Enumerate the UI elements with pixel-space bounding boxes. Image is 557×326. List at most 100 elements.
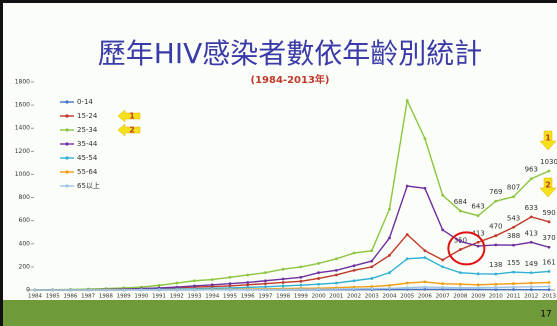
value-label: 413 — [525, 229, 538, 237]
point — [281, 277, 285, 281]
point — [529, 288, 533, 292]
point — [210, 278, 214, 281]
point — [458, 240, 462, 243]
x-tick-label: 2005 — [400, 294, 414, 300]
point — [547, 285, 551, 288]
chart-subtitle: (1984-2013年) — [251, 73, 330, 86]
point — [175, 288, 179, 292]
point — [228, 275, 232, 279]
point — [246, 281, 250, 284]
point — [476, 286, 480, 290]
point — [299, 265, 303, 269]
point — [264, 282, 267, 286]
legend-label: 0-14 — [77, 98, 93, 106]
x-tick-label: 2001 — [329, 294, 343, 300]
point — [494, 234, 498, 238]
legend-marker — [65, 100, 69, 104]
x-tick-label: 1989 — [117, 294, 131, 300]
point — [529, 285, 533, 289]
point — [423, 186, 427, 190]
x-tick-label: 1984 — [28, 294, 42, 300]
point — [317, 277, 320, 280]
x-tick-label: 1990 — [134, 294, 148, 300]
point — [228, 288, 232, 292]
point — [317, 271, 320, 275]
point — [529, 281, 533, 285]
point — [441, 265, 445, 269]
point — [388, 271, 391, 275]
legend-label: 65以上 — [77, 181, 100, 190]
point — [139, 288, 143, 292]
point — [281, 267, 285, 271]
point — [441, 282, 445, 286]
point — [317, 262, 320, 265]
x-tick-label: 1985 — [46, 294, 60, 300]
x-tick-label: 1986 — [63, 294, 77, 300]
point — [193, 288, 196, 292]
point — [405, 184, 409, 188]
point — [334, 273, 338, 277]
value-label: 633 — [525, 204, 538, 212]
x-tick-label: 2003 — [365, 294, 379, 300]
point — [476, 214, 480, 218]
point — [210, 283, 214, 287]
point — [33, 288, 37, 292]
legend-label: 35-44 — [77, 140, 98, 148]
value-label: 590 — [542, 209, 555, 217]
point — [512, 243, 515, 247]
point — [441, 286, 445, 289]
point — [370, 285, 374, 288]
point — [352, 268, 356, 272]
annotation-label: 1 — [129, 112, 135, 121]
x-tick-label: 1992 — [170, 294, 184, 300]
point — [512, 285, 515, 289]
point — [423, 280, 427, 284]
point — [458, 248, 462, 251]
y-tick-label: 1800 — [15, 79, 30, 86]
y-tick-label: 200 — [19, 263, 31, 270]
x-tick-label: 2010 — [489, 294, 503, 300]
point — [423, 137, 427, 141]
point — [494, 199, 498, 203]
point — [423, 256, 427, 260]
point — [512, 270, 515, 274]
point — [388, 286, 391, 290]
x-tick-label: 2011 — [507, 294, 521, 300]
point — [352, 279, 356, 283]
y-tick-label: 1600 — [15, 102, 30, 109]
frame-left — [0, 0, 3, 326]
grass-band — [3, 300, 557, 326]
point — [494, 288, 498, 291]
point — [86, 288, 90, 292]
x-tick-label: 1987 — [81, 294, 95, 300]
point — [193, 279, 196, 283]
annotation-arrow — [539, 177, 557, 198]
point — [405, 281, 409, 285]
point — [264, 285, 267, 289]
point — [441, 193, 445, 197]
point — [529, 177, 533, 181]
x-tick-label: 1994 — [205, 294, 219, 300]
point — [246, 288, 250, 292]
x-tick-label: 1996 — [241, 294, 255, 300]
point — [175, 281, 179, 285]
x-tick-label: 1998 — [276, 294, 290, 300]
point — [122, 288, 126, 292]
legend-marker — [65, 142, 69, 146]
point — [317, 282, 320, 286]
point — [529, 240, 533, 244]
point — [405, 257, 409, 261]
point — [281, 284, 285, 288]
value-label: 963 — [525, 166, 538, 174]
point — [281, 288, 285, 291]
x-tick-label: 1991 — [152, 294, 166, 300]
legend-marker — [65, 128, 69, 132]
annotation-label: 2 — [129, 126, 135, 135]
y-tick-label: 400 — [19, 240, 31, 247]
value-label: 470 — [489, 223, 502, 231]
x-tick-label: 2013 — [542, 294, 556, 300]
annotation-arrow — [539, 130, 557, 151]
annotation-arrow — [117, 123, 141, 137]
legend-label: 45-54 — [77, 154, 98, 162]
point — [370, 265, 374, 269]
